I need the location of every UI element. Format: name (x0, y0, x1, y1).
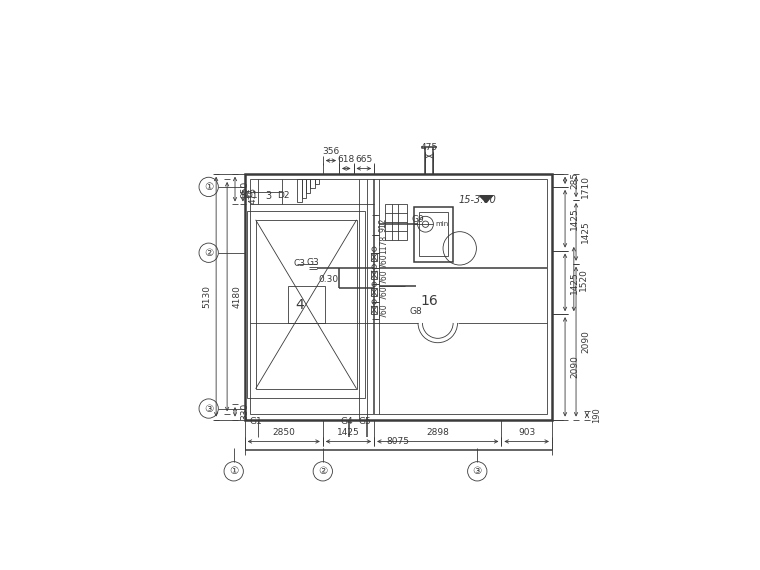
Text: 15-3.00: 15-3.00 (458, 195, 496, 205)
Text: 475: 475 (420, 143, 438, 152)
Text: 330: 330 (240, 403, 249, 421)
Text: G4: G4 (340, 417, 353, 426)
Bar (385, 205, 407, 239)
Text: 1425: 1425 (570, 271, 579, 294)
Text: 0.30: 0.30 (318, 275, 338, 283)
Text: 1710: 1710 (581, 176, 591, 198)
Bar (315, 179, 319, 184)
Text: 1425: 1425 (581, 221, 591, 243)
Text: C3: C3 (293, 259, 306, 268)
Text: 760: 760 (379, 303, 388, 317)
Text: G9: G9 (412, 215, 424, 225)
Text: 665: 665 (355, 155, 372, 164)
Text: 8075: 8075 (387, 437, 410, 446)
Text: 2090: 2090 (581, 330, 591, 353)
Bar (371, 271, 377, 279)
Text: ②: ② (318, 466, 328, 477)
Text: 2090: 2090 (570, 356, 579, 378)
Text: 618: 618 (337, 155, 355, 164)
Bar (413, 207, 453, 262)
Text: 1178: 1178 (379, 234, 388, 254)
Text: ①: ① (204, 182, 214, 192)
Text: 1425: 1425 (570, 207, 579, 230)
Text: ②: ② (204, 248, 214, 258)
Bar (255, 220, 356, 389)
Text: G8: G8 (410, 307, 423, 316)
Text: 16: 16 (420, 294, 438, 308)
Text: ③: ③ (473, 466, 482, 477)
Text: 1520: 1520 (579, 268, 588, 291)
Bar (371, 306, 377, 314)
Bar (371, 253, 377, 261)
Text: 760: 760 (379, 269, 388, 283)
Text: 2850: 2850 (272, 428, 295, 437)
Text: G1: G1 (249, 417, 262, 426)
Text: 4: 4 (295, 299, 304, 312)
Bar (297, 179, 302, 202)
Text: 760: 760 (379, 286, 388, 300)
Text: 950: 950 (240, 181, 249, 198)
Text: D2: D2 (277, 191, 290, 200)
Bar (311, 179, 315, 188)
Text: 1425: 1425 (337, 428, 359, 437)
Text: ①: ① (229, 466, 239, 477)
Polygon shape (480, 196, 492, 202)
Text: 190: 190 (592, 407, 601, 423)
Text: 3: 3 (266, 191, 272, 201)
Bar (247, 211, 366, 398)
Text: 285: 285 (570, 172, 579, 189)
Bar (245, 174, 552, 420)
Bar (419, 212, 448, 256)
Bar (250, 179, 546, 414)
Bar (288, 286, 325, 323)
Text: 912: 912 (379, 218, 388, 233)
Text: 760: 760 (379, 253, 388, 268)
Text: ③: ③ (204, 404, 214, 414)
Text: 4180: 4180 (233, 285, 242, 308)
Text: 2898: 2898 (426, 428, 449, 437)
Text: 356: 356 (322, 147, 340, 156)
Bar (306, 179, 311, 193)
Bar (302, 179, 306, 198)
Text: 475: 475 (249, 187, 257, 204)
Text: G5: G5 (359, 417, 372, 426)
Text: min: min (435, 221, 449, 227)
Text: 903: 903 (518, 428, 535, 437)
Text: G3: G3 (306, 258, 319, 267)
Text: D1: D1 (245, 191, 258, 200)
Bar (371, 288, 377, 296)
Text: 5130: 5130 (202, 285, 211, 308)
